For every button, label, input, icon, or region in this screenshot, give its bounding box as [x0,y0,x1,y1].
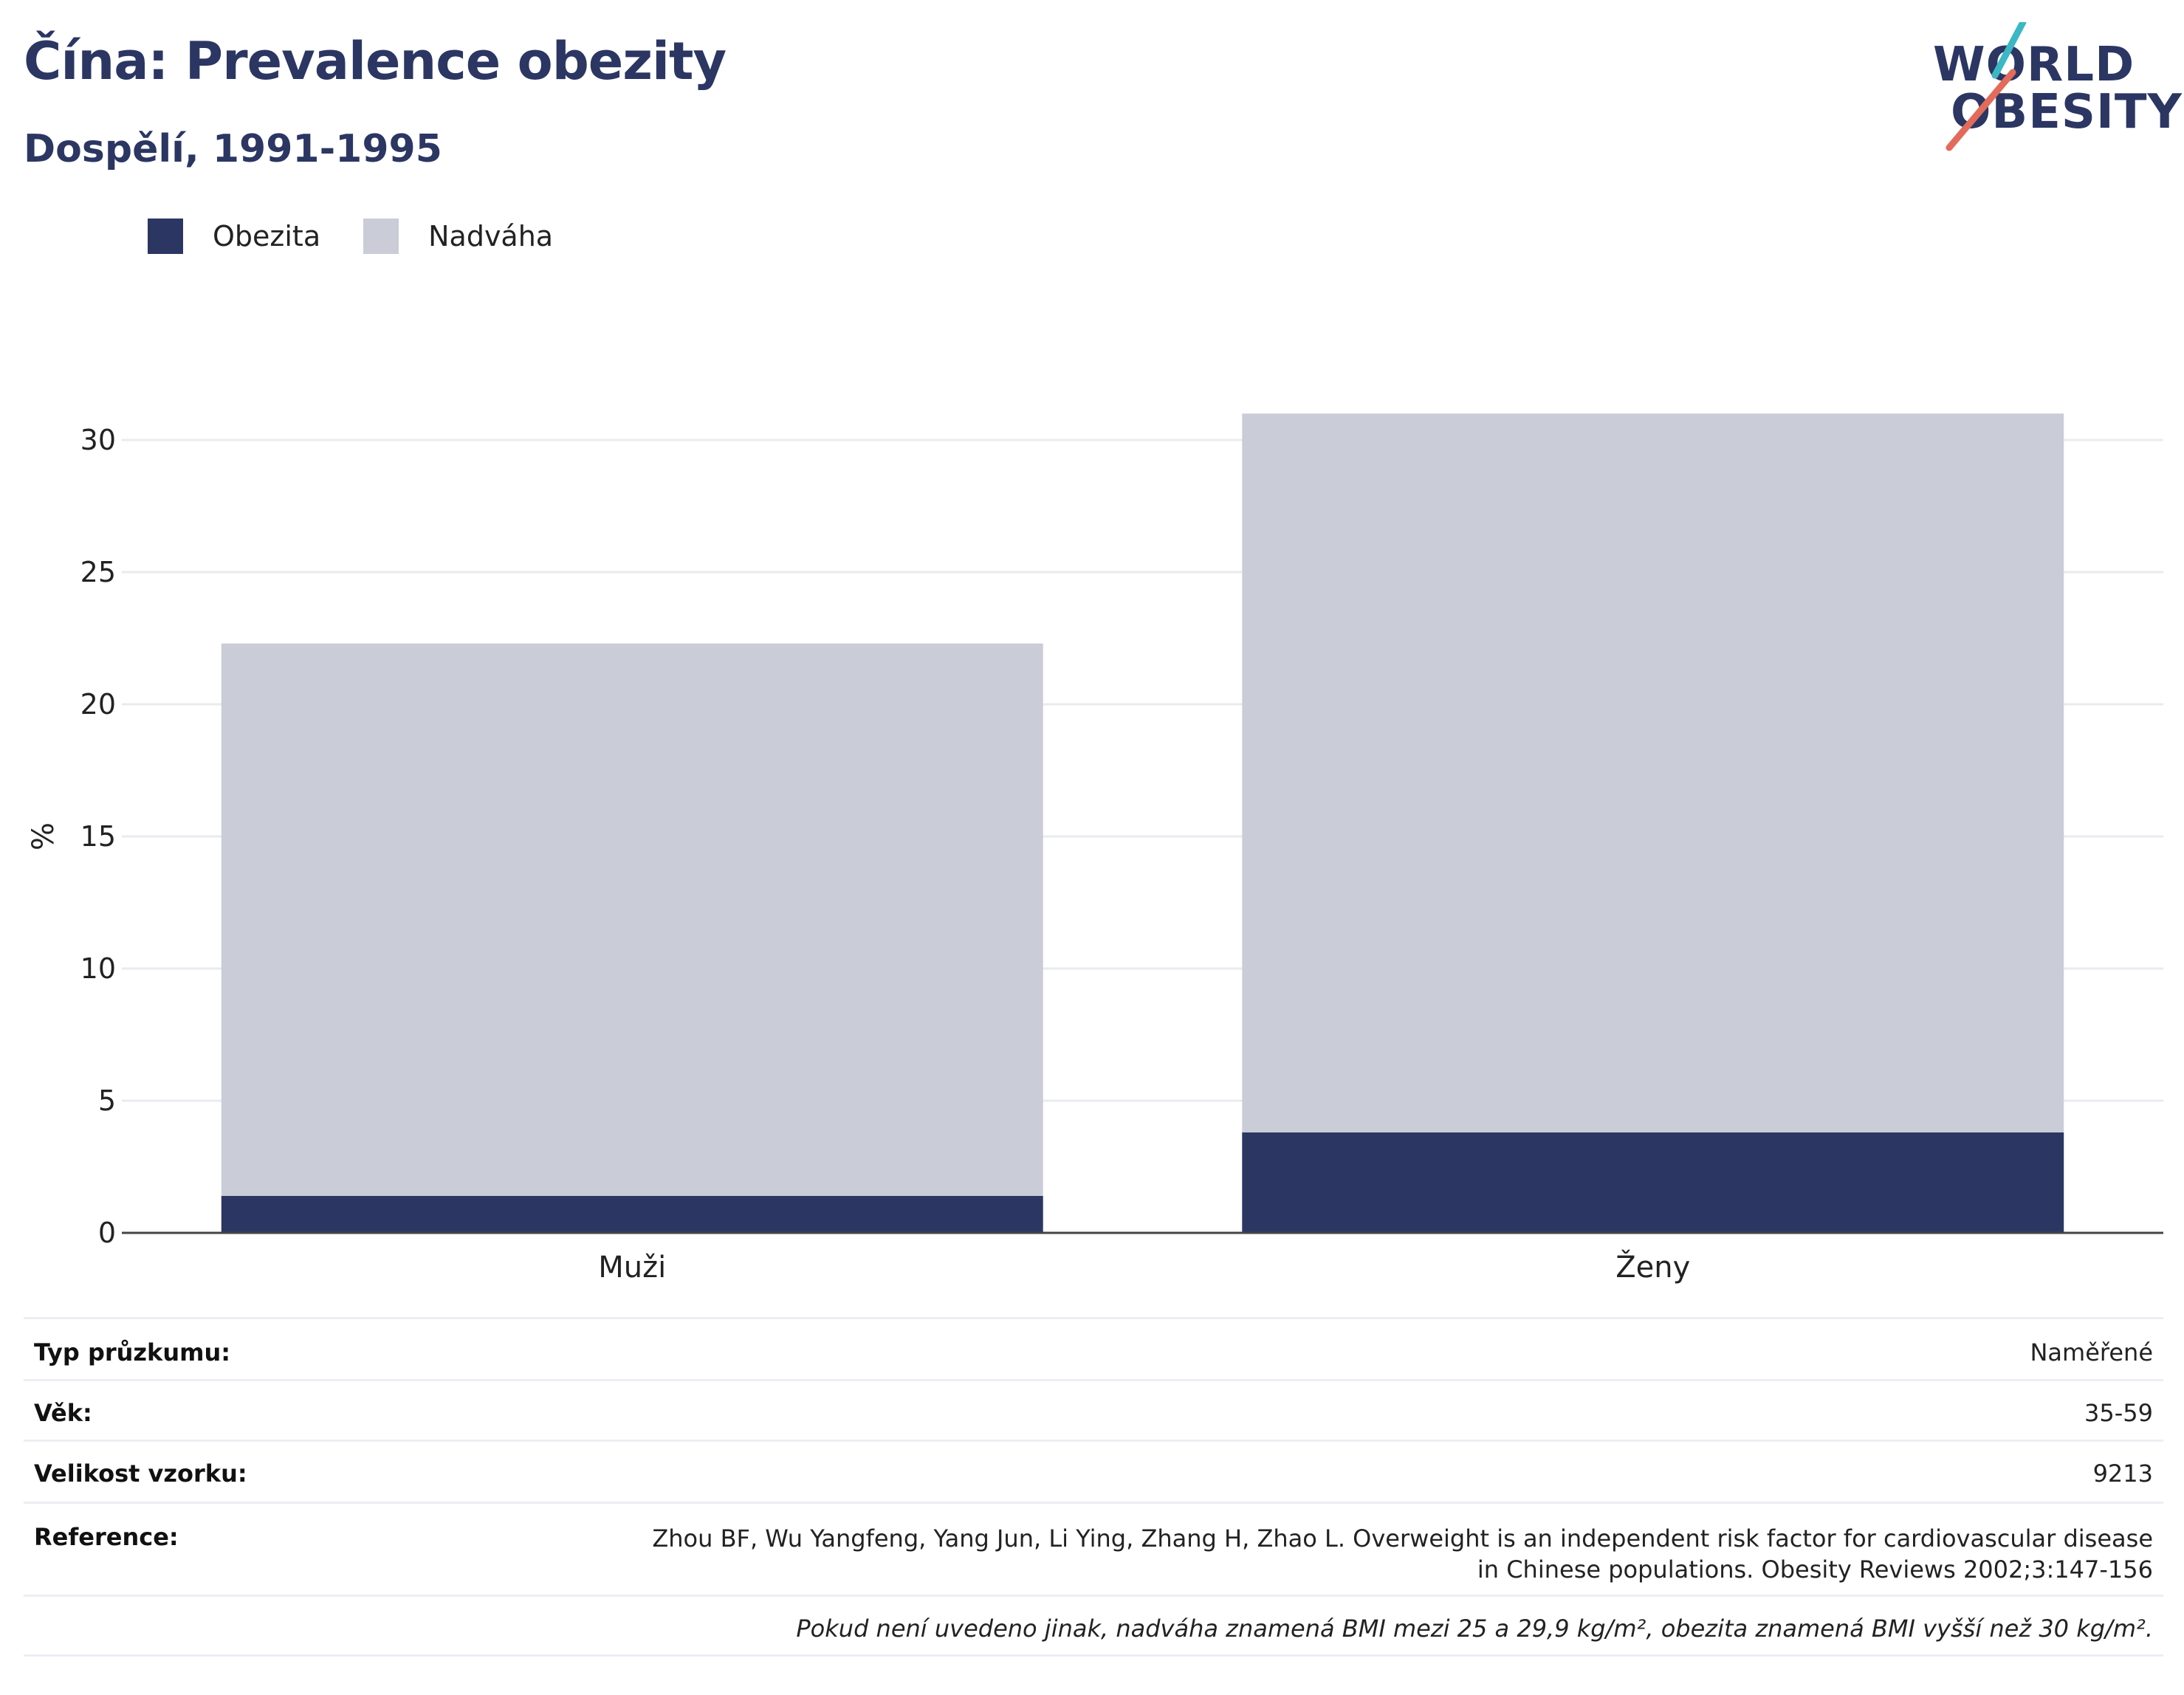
sample-size-label: Velikost vzorku: [34,1460,247,1488]
info-row-survey-type: Typ průzkumu: Naměřené [24,1317,2163,1379]
chart-title: Čína: Prevalence obezity [24,31,727,92]
chart-legend: Obezita Nadváha [148,219,596,254]
x-tick-label: Muži [598,1251,666,1285]
reference-label: Reference: [34,1523,179,1551]
y-tick-label: 30 [80,424,116,456]
info-row-sample-size: Velikost vzorku: 9213 [24,1440,2163,1502]
legend-item-overweight: Nadváha [363,219,553,254]
sample-size-value: 9213 [2092,1460,2153,1488]
legend-item-obesity: Obezita [148,219,320,254]
bar-overweight-0 [221,643,1043,1196]
legend-label-obesity: Obezita [213,220,321,252]
chart-subtitle: Dospělí, 1991-1995 [24,127,442,171]
info-row-age: Věk: 35-59 [24,1379,2163,1440]
age-label: Věk: [34,1399,92,1427]
y-axis-label: % [27,822,61,850]
logo-slash-icon [1946,22,2027,151]
legend-swatch-overweight [363,219,399,254]
x-tick-label: Ženy [1615,1249,1690,1285]
age-value: 35-59 [2084,1399,2153,1427]
info-table: Typ průzkumu: Naměřené Věk: 35-59 Veliko… [24,1317,2163,1657]
legend-label-overweight: Nadváha [428,220,554,252]
survey-type-value: Naměřené [2030,1338,2153,1366]
legend-swatch-obesity [148,219,183,254]
reference-value: Zhou BF, Wu Yangfeng, Yang Jun, Li Ying,… [652,1524,2153,1584]
definition-note: Pokud není uvedeno jinak, nadváha znamen… [24,1595,2163,1657]
world-obesity-logo: WORLD OBESITY [1927,22,2182,155]
bar-obesity-1 [1242,1132,2064,1233]
info-row-reference: Reference: Zhou BF, Wu Yangfeng, Yang Ju… [24,1502,2163,1595]
y-tick-label: 10 [80,952,116,985]
survey-type-label: Typ průzkumu: [34,1338,231,1366]
bar-overweight-1 [1242,413,2064,1132]
y-tick-label: 20 [80,688,116,721]
stacked-bar-chart: 0 5 10 15 20 25 30% Muži Ženy [27,413,2163,1285]
y-tick-label: 15 [80,820,116,853]
logo-line-1: WORLD [1933,38,2135,92]
y-tick-label: 0 [98,1217,116,1249]
y-tick-label: 5 [98,1084,116,1117]
bar-obesity-0 [221,1195,1043,1233]
y-tick-label: 25 [80,556,116,588]
